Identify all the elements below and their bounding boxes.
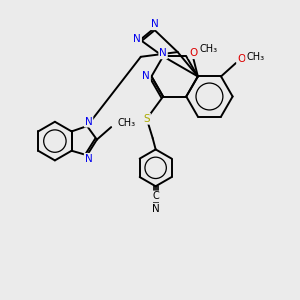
Text: N: N <box>142 71 150 81</box>
Text: S: S <box>143 114 150 124</box>
Text: N: N <box>85 117 92 127</box>
Text: C: C <box>152 191 159 201</box>
Text: N: N <box>151 19 159 29</box>
Text: N: N <box>85 154 92 164</box>
Text: CH₃: CH₃ <box>199 44 217 54</box>
Text: O: O <box>237 55 245 64</box>
Text: N: N <box>133 34 141 44</box>
Text: N: N <box>159 48 167 59</box>
Text: CH₃: CH₃ <box>246 52 264 62</box>
Text: CH₃: CH₃ <box>118 118 136 128</box>
Text: O: O <box>189 48 197 58</box>
Text: N: N <box>152 204 160 214</box>
